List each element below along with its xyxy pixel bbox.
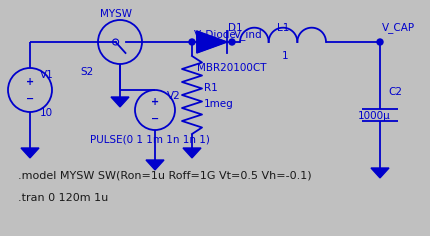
Text: 1: 1 bbox=[282, 51, 289, 61]
Polygon shape bbox=[183, 148, 201, 158]
Text: −: − bbox=[26, 94, 34, 104]
Text: PULSE(0 1 1m 1n 1n 1): PULSE(0 1 1m 1n 1n 1) bbox=[90, 135, 210, 145]
Text: 1meg: 1meg bbox=[204, 99, 234, 109]
Text: V_ind: V_ind bbox=[234, 30, 263, 40]
Circle shape bbox=[229, 39, 235, 45]
Polygon shape bbox=[197, 31, 227, 53]
Polygon shape bbox=[111, 97, 129, 107]
Text: V_CAP: V_CAP bbox=[382, 23, 415, 34]
Text: C2: C2 bbox=[388, 87, 402, 97]
Text: 1000μ: 1000μ bbox=[358, 111, 391, 121]
Text: .tran 0 120m 1u: .tran 0 120m 1u bbox=[18, 193, 108, 203]
Text: V_Diode: V_Diode bbox=[194, 30, 237, 40]
Polygon shape bbox=[146, 160, 164, 170]
Polygon shape bbox=[21, 148, 39, 158]
Text: 10: 10 bbox=[40, 108, 53, 118]
Text: R1: R1 bbox=[204, 83, 218, 93]
Text: +: + bbox=[151, 97, 159, 107]
Polygon shape bbox=[371, 168, 389, 178]
Circle shape bbox=[189, 39, 195, 45]
Text: −: − bbox=[151, 114, 159, 123]
Text: V1: V1 bbox=[40, 70, 54, 80]
Text: MBR20100CT: MBR20100CT bbox=[197, 63, 267, 73]
Text: V2: V2 bbox=[167, 91, 181, 101]
Text: .model MYSW SW(Ron=1u Roff=1G Vt=0.5 Vh=-0.1): .model MYSW SW(Ron=1u Roff=1G Vt=0.5 Vh=… bbox=[18, 170, 312, 180]
Text: +: + bbox=[26, 77, 34, 87]
Text: MYSW: MYSW bbox=[100, 9, 132, 19]
Text: S2: S2 bbox=[80, 67, 93, 77]
Text: L1: L1 bbox=[277, 23, 289, 33]
Text: D1: D1 bbox=[228, 23, 243, 33]
Circle shape bbox=[377, 39, 383, 45]
